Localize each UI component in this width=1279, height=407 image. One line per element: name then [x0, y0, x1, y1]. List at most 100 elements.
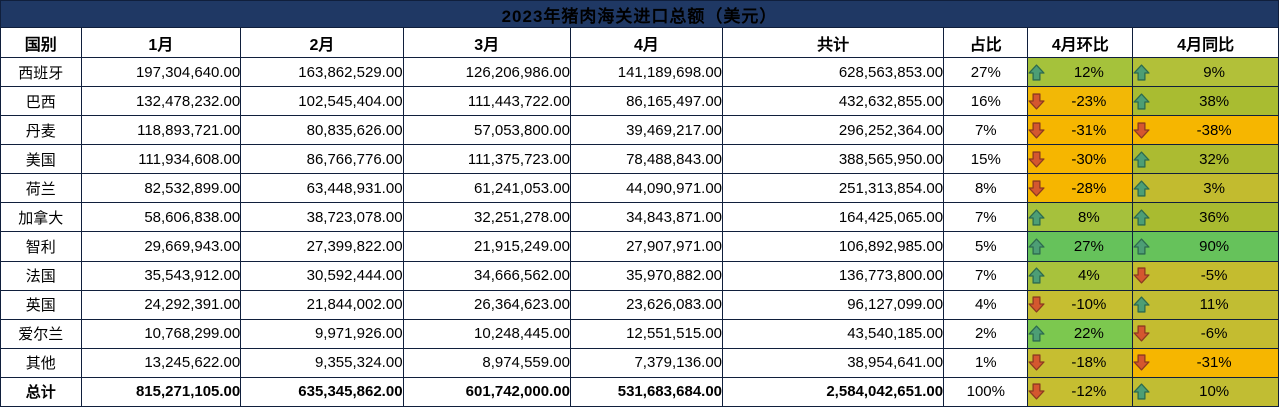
header-mom: 4月环比	[1027, 27, 1134, 58]
cell-share: 100%	[943, 376, 1029, 407]
cell-m2: 86,766,776.00	[240, 144, 404, 175]
down-arrow-icon	[1028, 122, 1046, 139]
cell-country: 加拿大	[0, 202, 82, 233]
down-arrow-icon	[1028, 151, 1046, 168]
header-total: 共计	[722, 27, 945, 58]
cell-m1: 58,606,838.00	[80, 202, 242, 233]
mom-value: -23%	[1071, 92, 1107, 110]
cell-mom-trend: -10%	[1027, 289, 1134, 320]
cell-yoy-trend: 9%	[1132, 56, 1279, 88]
cell-m2: 27,399,822.00	[240, 231, 404, 262]
down-arrow-icon	[1028, 180, 1046, 197]
cell-m2: 63,448,931.00	[240, 173, 404, 204]
header-m2: 2月	[240, 27, 404, 58]
cell-m3: 111,443,722.00	[402, 86, 571, 117]
down-arrow-icon	[1133, 267, 1150, 284]
cell-country: 总计	[0, 376, 82, 407]
up-arrow-icon	[1028, 63, 1046, 81]
cell-share: 15%	[943, 144, 1029, 175]
cell-share: 16%	[943, 86, 1029, 117]
cell-share: 5%	[943, 231, 1029, 262]
cell-m2: 30,592,444.00	[240, 260, 404, 291]
cell-mom-trend: -28%	[1027, 173, 1134, 204]
cell-m1: 118,893,721.00	[80, 115, 242, 146]
cell-mom-trend: 8%	[1027, 202, 1134, 233]
cell-total: 43,540,185.00	[722, 318, 945, 349]
cell-yoy-trend: -38%	[1132, 115, 1279, 146]
cell-yoy-trend: 36%	[1132, 202, 1279, 233]
header-row: 国别 1月 2月 3月 4月 共计 占比 4月环比 4月同比	[0, 27, 1279, 58]
cell-m1: 10,768,299.00	[80, 318, 242, 349]
up-arrow-icon	[1133, 180, 1150, 197]
cell-m1: 111,934,608.00	[80, 144, 242, 175]
cell-share: 7%	[943, 260, 1029, 291]
cell-m1: 13,245,622.00	[80, 347, 242, 378]
yoy-value: 3%	[1203, 179, 1225, 197]
cell-m4: 78,488,843.00	[569, 144, 724, 175]
cell-m2: 9,971,926.00	[240, 318, 404, 349]
cell-m4: 39,469,217.00	[569, 115, 724, 146]
mom-value: 4%	[1078, 267, 1100, 285]
cell-mom-trend: 12%	[1027, 56, 1134, 88]
cell-yoy-trend: -5%	[1132, 260, 1279, 291]
down-arrow-icon	[1028, 383, 1046, 400]
mom-value: -31%	[1071, 121, 1107, 139]
cell-country: 英国	[0, 289, 82, 320]
up-arrow-icon	[1133, 383, 1150, 400]
cell-country: 法国	[0, 260, 82, 291]
cell-total: 432,632,855.00	[722, 86, 945, 117]
cell-total: 2,584,042,651.00	[722, 376, 945, 407]
cell-yoy-trend: 32%	[1132, 144, 1279, 175]
header-m1: 1月	[80, 27, 242, 58]
header-country: 国别	[0, 27, 82, 58]
cell-m3: 601,742,000.00	[402, 376, 571, 407]
cell-m3: 8,974,559.00	[402, 347, 571, 378]
up-arrow-icon	[1133, 151, 1150, 168]
cell-m1: 132,478,232.00	[80, 86, 242, 117]
table-row: 西班牙 197,304,640.00 163,862,529.00 126,206,9…	[0, 56, 1279, 88]
title-row: 2023年猪肉海关进口总额（美元）	[0, 0, 1279, 28]
cell-mom-trend: 4%	[1027, 260, 1134, 291]
cell-country: 智利	[0, 231, 82, 262]
header-share: 占比	[943, 27, 1029, 58]
yoy-value: 10%	[1199, 383, 1230, 401]
down-arrow-icon	[1133, 354, 1150, 371]
yoy-value: -6%	[1200, 325, 1228, 343]
cell-m1: 24,292,391.00	[80, 289, 242, 320]
cell-share: 1%	[943, 347, 1029, 378]
cell-m4: 141,189,698.00	[569, 56, 724, 88]
cell-share: 8%	[943, 173, 1029, 204]
up-arrow-icon	[1028, 267, 1046, 284]
table-row: 加拿大 58,606,838.00 38,723,078.00 32,251,278.…	[0, 202, 1279, 233]
down-arrow-icon	[1133, 325, 1150, 342]
cell-m4: 35,970,882.00	[569, 260, 724, 291]
cell-m1: 815,271,105.00	[80, 376, 242, 407]
down-arrow-icon	[1028, 354, 1046, 371]
cell-mom-trend: -30%	[1027, 144, 1134, 175]
header-yoy: 4月同比	[1132, 27, 1279, 58]
cell-m4: 12,551,515.00	[569, 318, 724, 349]
cell-total: 628,563,853.00	[722, 56, 945, 88]
cell-country: 巴西	[0, 86, 82, 117]
table-row: 爱尔兰 10,768,299.00 9,971,926.00 10,248,445.0…	[0, 318, 1279, 349]
cell-m3: 26,364,623.00	[402, 289, 571, 320]
mom-value: -12%	[1071, 383, 1107, 401]
mom-value: 22%	[1073, 325, 1104, 343]
cell-yoy-trend: 38%	[1132, 86, 1279, 117]
cell-total: 38,954,641.00	[722, 347, 945, 378]
cell-m1: 35,543,912.00	[80, 260, 242, 291]
table-row: 法国 35,543,912.00 30,592,444.00 34,666,562.0…	[0, 260, 1279, 291]
cell-yoy-trend: -31%	[1132, 347, 1279, 378]
cell-m1: 197,304,640.00	[80, 56, 242, 88]
up-arrow-icon	[1133, 238, 1150, 255]
cell-total: 106,892,985.00	[722, 231, 945, 262]
cell-m4: 34,843,871.00	[569, 202, 724, 233]
cell-m2: 21,844,002.00	[240, 289, 404, 320]
cell-yoy-trend: 10%	[1132, 376, 1279, 407]
cell-share: 7%	[943, 115, 1029, 146]
cell-country: 爱尔兰	[0, 318, 82, 349]
cell-total: 96,127,099.00	[722, 289, 945, 320]
cell-m3: 111,375,723.00	[402, 144, 571, 175]
cell-m3: 32,251,278.00	[402, 202, 571, 233]
